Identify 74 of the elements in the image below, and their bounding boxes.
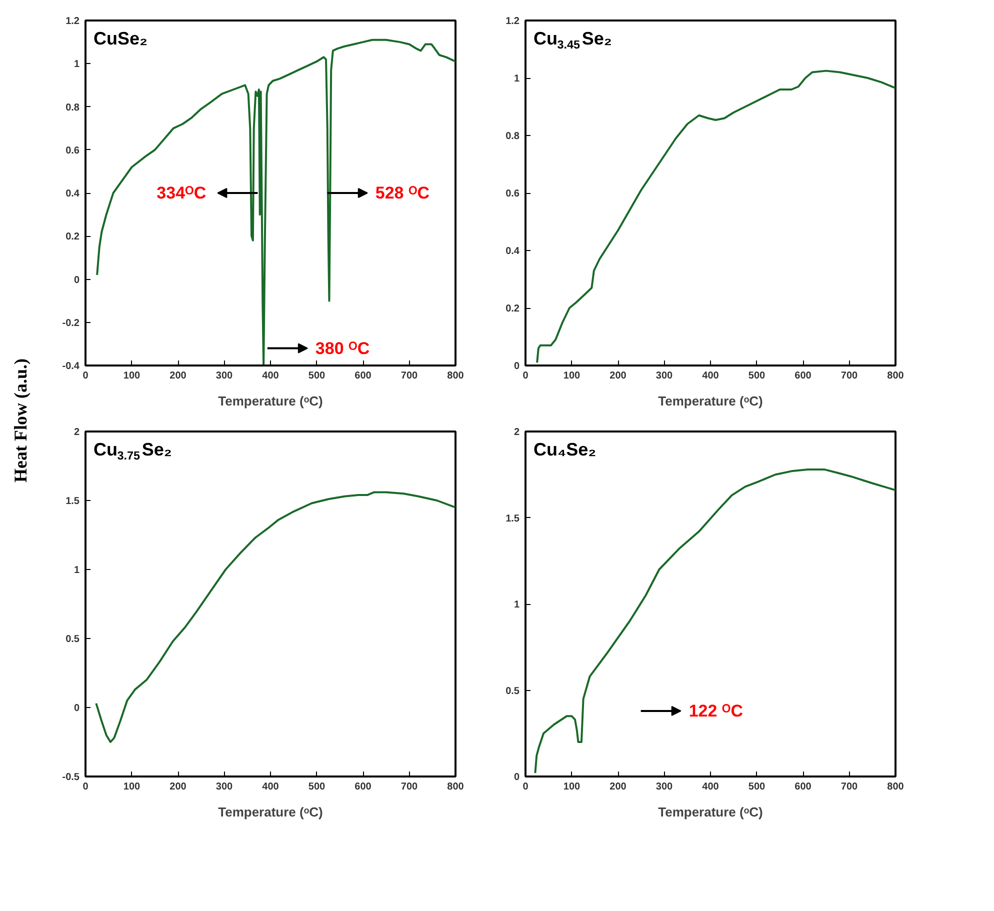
- x-tick-label: 0: [82, 370, 89, 382]
- y-tick-label: -0.4: [62, 361, 80, 372]
- x-axis-title: Temperature (ᵒC): [218, 394, 323, 408]
- x-tick-label: 500: [748, 370, 766, 382]
- y-tick-label: 0.6: [506, 188, 520, 200]
- x-tick-label: 600: [794, 370, 812, 382]
- y-tick-label: 1: [514, 600, 520, 610]
- chart-title: Cu₄Se₂: [534, 440, 596, 460]
- y-tick-label: 0.2: [66, 232, 80, 243]
- y-tick-label: 2: [514, 427, 520, 438]
- x-tick-label: 0: [522, 782, 529, 792]
- x-tick-label: 400: [702, 370, 720, 382]
- x-tick-label: 700: [840, 782, 858, 792]
- x-tick-label: 600: [354, 782, 372, 792]
- y-tick-label: 1.5: [506, 513, 520, 524]
- x-tick-label: 300: [216, 782, 234, 792]
- y-tick-label: 0.5: [506, 686, 520, 697]
- x-tick-label: 700: [400, 782, 418, 792]
- y-tick-label: 0.2: [506, 304, 520, 314]
- y-tick-label: 0: [514, 772, 520, 783]
- x-tick-label: 800: [887, 782, 904, 792]
- x-tick-label: 700: [400, 370, 418, 382]
- y-tick-label: 1.2: [66, 16, 80, 27]
- x-tick-label: 800: [447, 782, 464, 792]
- x-tick-label: 600: [354, 370, 372, 382]
- x-tick-label: 700: [840, 370, 858, 382]
- y-tick-label: 0.4: [66, 188, 80, 200]
- x-tick-label: 100: [123, 370, 141, 382]
- y-tick-label: 0: [74, 703, 80, 714]
- annotation: 334ᴼC: [156, 184, 206, 202]
- x-tick-label: 300: [656, 782, 674, 792]
- x-tick-label: 500: [308, 782, 326, 792]
- x-axis-title: Temperature (ᵒC): [658, 394, 763, 408]
- y-tick-label: 0.8: [506, 131, 520, 142]
- x-tick-label: 400: [262, 370, 280, 382]
- y-tick-label: 0.8: [66, 102, 80, 114]
- text: CuSe₂: [94, 28, 148, 48]
- x-tick-label: 400: [702, 782, 720, 792]
- x-tick-label: 100: [123, 782, 141, 792]
- x-tick-label: 0: [522, 370, 529, 382]
- annotation: 528 ᴼC: [375, 184, 430, 202]
- annotation: 122 ᴼC: [688, 701, 744, 720]
- y-tick-label: 0.6: [66, 145, 80, 156]
- x-tick-label: 400: [262, 782, 280, 792]
- y-tick-label: 2: [74, 427, 80, 438]
- y-tick-label: -0.5: [62, 772, 80, 783]
- y-tick-label: 1: [74, 565, 80, 576]
- x-tick-label: 200: [170, 370, 187, 382]
- x-tick-label: 500: [748, 782, 766, 792]
- y-tick-label: -0.2: [62, 318, 80, 329]
- x-tick-label: 800: [447, 370, 464, 382]
- x-tick-label: 500: [308, 370, 326, 382]
- y-tick-label: 1: [74, 59, 80, 70]
- y-tick-label: 1.2: [506, 16, 520, 27]
- x-tick-label: 100: [563, 370, 581, 382]
- x-tick-label: 300: [216, 370, 234, 382]
- x-tick-label: 600: [794, 782, 812, 792]
- y-tick-label: 0.4: [506, 246, 520, 257]
- x-tick-label: 200: [170, 782, 187, 792]
- x-tick-label: 800: [887, 370, 904, 382]
- x-tick-label: 200: [610, 782, 627, 792]
- y-tick-label: 0: [74, 274, 80, 286]
- y-tick-label: 1: [514, 74, 520, 84]
- y-tick-label: 1.5: [66, 496, 80, 507]
- x-tick-label: 200: [610, 370, 627, 382]
- x-axis-title: Temperature (ᵒC): [218, 804, 323, 820]
- y-tick-label: 0: [514, 361, 520, 372]
- x-axis-title: Temperature (ᵒC): [658, 804, 763, 820]
- y-axis-title: Heat Flow (a.u.): [10, 358, 30, 482]
- x-tick-label: 0: [82, 782, 89, 792]
- x-tick-label: 100: [563, 782, 581, 792]
- y-tick-label: 0.5: [66, 634, 80, 645]
- annotation: 380 ᴼC: [315, 338, 370, 358]
- x-tick-label: 300: [656, 370, 674, 382]
